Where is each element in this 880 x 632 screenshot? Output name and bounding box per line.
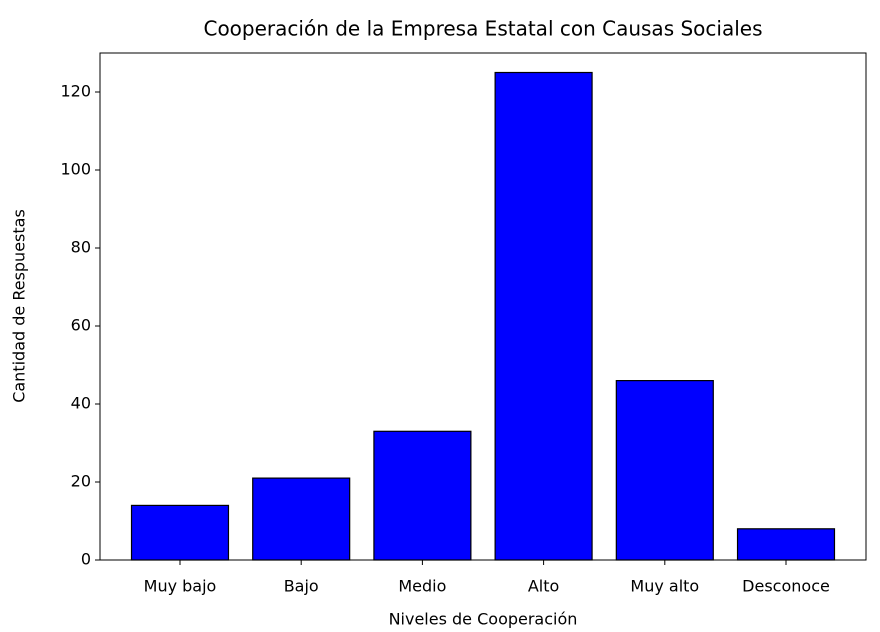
y-tick-label: 80 xyxy=(71,238,91,257)
x-tick-label: Bajo xyxy=(284,577,319,596)
plot-frame xyxy=(99,52,867,561)
bar xyxy=(615,380,714,561)
y-axis-label: Cantidad de Respuestas xyxy=(10,209,29,403)
y-tick-label: 60 xyxy=(71,316,91,335)
chart-title: Cooperación de la Empresa Estatal con Ca… xyxy=(203,17,762,41)
y-tick-label: 20 xyxy=(71,472,91,491)
x-axis-label: Niveles de Cooperación xyxy=(389,610,578,629)
y-tick-label: 120 xyxy=(60,82,91,101)
bar xyxy=(252,477,351,561)
bar xyxy=(373,430,472,561)
y-tick-label: 100 xyxy=(60,160,91,179)
x-tick-label: Muy bajo xyxy=(144,577,217,596)
bar xyxy=(736,528,836,561)
bar xyxy=(494,71,593,561)
y-tick-label: 0 xyxy=(81,550,91,569)
y-tick-label: 40 xyxy=(71,394,91,413)
x-tick-label: Muy alto xyxy=(630,577,699,596)
x-tick-label: Medio xyxy=(398,577,446,596)
x-tick-label: Alto xyxy=(528,577,559,596)
x-tick-label: Desconoce xyxy=(742,577,830,596)
bar xyxy=(130,504,230,561)
